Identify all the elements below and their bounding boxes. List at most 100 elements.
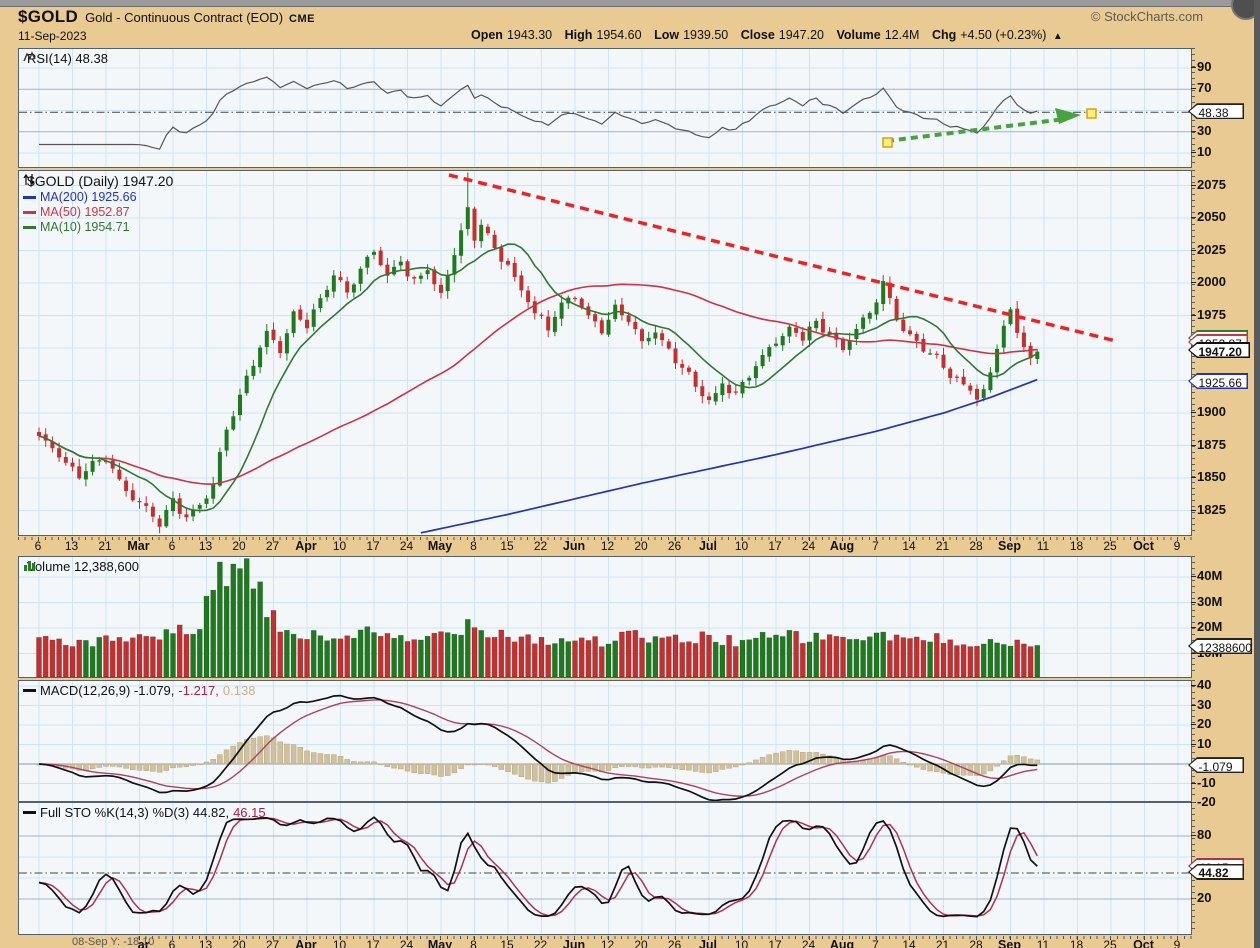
volume-legend-label: Volume 12,388,600 [27,559,140,574]
date-axis-label: Mar [127,938,149,948]
low-label: Low [654,28,680,42]
date-axis-label: 26 [667,539,682,553]
annotation-handle[interactable] [882,137,893,148]
volume-value-tag: 12388600 [1188,638,1252,654]
open-value: 1943.30 [506,28,553,42]
volume-legend: Volume 12,388,600 [23,559,139,574]
chart-date: 11-Sep-2023 [18,29,87,43]
date-axis-label: Aug [829,938,855,948]
close-price-tag: 1947.20 [1188,342,1250,358]
low-value: 1939.50 [683,28,729,42]
symbol-label: $GOLD [18,7,79,26]
date-axis-label: Sep [998,539,1021,553]
axis-tick-label: 1825 [1197,501,1226,517]
close-label: Close [740,28,775,42]
macd-panel[interactable]: MACD(12,26,9) -1.079, -1.217, 0.138 [18,680,1192,802]
open-label: Open [471,28,503,42]
volume-chart[interactable] [19,557,1191,677]
sto-d-value: 46.15 [233,805,266,820]
date-axis-label: 11 [1036,938,1050,948]
date-axis-label: Mar [127,539,150,553]
ohlc-quote-bar: Open 1943.30 High 1954.60 Low 1939.50 Close… [462,28,1063,42]
rsi-chart[interactable] [19,49,1191,167]
sto-legend-main: Full STO %K(14,3) %D(3) 44.82, [40,805,230,820]
axis-tick-label: 10 [1197,144,1212,159]
date-axis-label: 10 [332,539,347,553]
price-legend-label: $GOLD (Daily) 1947.20 [27,173,174,189]
axis-tick-label: 90 [1197,59,1212,74]
rsi-line-series [39,76,1038,150]
date-axis-label: Oct [1133,938,1154,948]
sto-d-line [38,817,1038,917]
date-axis-label: 22 [533,539,548,553]
axis-tick-label: 2075 [1197,176,1226,192]
volume-value: 12.4M [884,28,920,42]
date-axis-label: Apr [295,539,317,553]
macd-line [38,694,1038,801]
crosshair-readout: 08-Sep Y: -18.10 [0,936,154,948]
stockcharts-copyright[interactable]: © StockCharts.com [1090,9,1204,24]
rsi-legend-label: RSI(14) 48.38 [27,51,108,66]
date-axis-label: 18 [1069,539,1084,553]
axis-tick-label: -20 [1197,794,1216,809]
rsi-arrowhead [1055,108,1081,124]
axis-tick-label: 1900 [1197,404,1226,419]
price-panel[interactable]: $GOLD (Daily) 1947.20 MA(200) 1925.66 MA… [18,170,1192,536]
date-axis-label: 17 [366,938,380,948]
date-axis-label: May [427,539,453,553]
rsi-panel[interactable]: RSI(14) 48.38 [18,48,1192,168]
window-top-edge [0,0,1260,7]
minor-ticks [1192,556,1195,676]
date-axis-label: 8 [470,539,477,553]
ma50-label: MA(50) 1952.87 [40,205,130,219]
axis-tick-label: 20M [1197,619,1223,634]
date-axis-label: 28 [969,539,983,553]
axis-tick-label: 2000 [1197,274,1226,289]
date-axis-label: 18 [1069,938,1084,948]
date-axis-label: 13 [198,938,213,948]
date-axis-label: 17 [366,539,380,553]
ma200-line-swatch [23,195,36,199]
date-axis-label: 21 [935,938,950,948]
chg-label: Chg [931,28,957,42]
axis-tick-label: 30M [1197,593,1223,609]
minor-ticks [1192,680,1195,800]
chg-value: +4.50 (+0.23%) [960,28,1047,42]
annotation-handle[interactable] [1086,108,1097,119]
volume-label: Volume [836,28,881,42]
stochastic-panel[interactable]: Full STO %K(14,3) %D(3) 44.82, 46.15 [18,802,1192,935]
close-value: 1947.20 [778,28,824,42]
price-chart[interactable] [19,171,1191,535]
date-axis-label: May [427,938,453,948]
volume-panel[interactable]: Volume 12,388,600 [18,556,1192,678]
window-scrollbar[interactable] [1254,0,1260,948]
date-axis-label: 12 [600,938,615,948]
ma10-line [38,243,1038,512]
stochastic-chart[interactable] [19,803,1191,934]
macd-chart[interactable] [19,681,1191,801]
date-axis-label: Oct [1133,539,1154,553]
ma10-label: MA(10) 1954.71 [40,220,130,234]
sto-k-tag: 44.82 [1188,863,1244,880]
date-axis-label: 17 [768,938,782,948]
date-axis-label: Apr [295,938,317,948]
axis-tick-label: 2025 [1197,241,1226,257]
date-axis-label: 24 [801,539,816,553]
rsi-value-tag: 48.38 [1188,103,1244,120]
date-axis-label: 20 [634,539,648,553]
axis-tick-label: 1875 [1197,436,1226,452]
date-axis-label: 21 [935,539,950,553]
candlestick-series [37,172,1040,534]
date-axis-label: Aug [829,539,855,553]
axis-tick-label: 40M [1197,568,1223,583]
ma200-line [420,378,1038,534]
date-axis-label: 7 [872,938,879,948]
date-axis-label: 15 [500,938,514,948]
date-axis-label: 9 [1173,539,1181,553]
date-axis-label: 24 [399,539,414,553]
date-axis-label: Sep [998,938,1021,948]
date-axis-label: 27 [265,938,280,948]
ma10-line-swatch [23,225,36,229]
axis-tick-label: 2050 [1197,209,1226,224]
